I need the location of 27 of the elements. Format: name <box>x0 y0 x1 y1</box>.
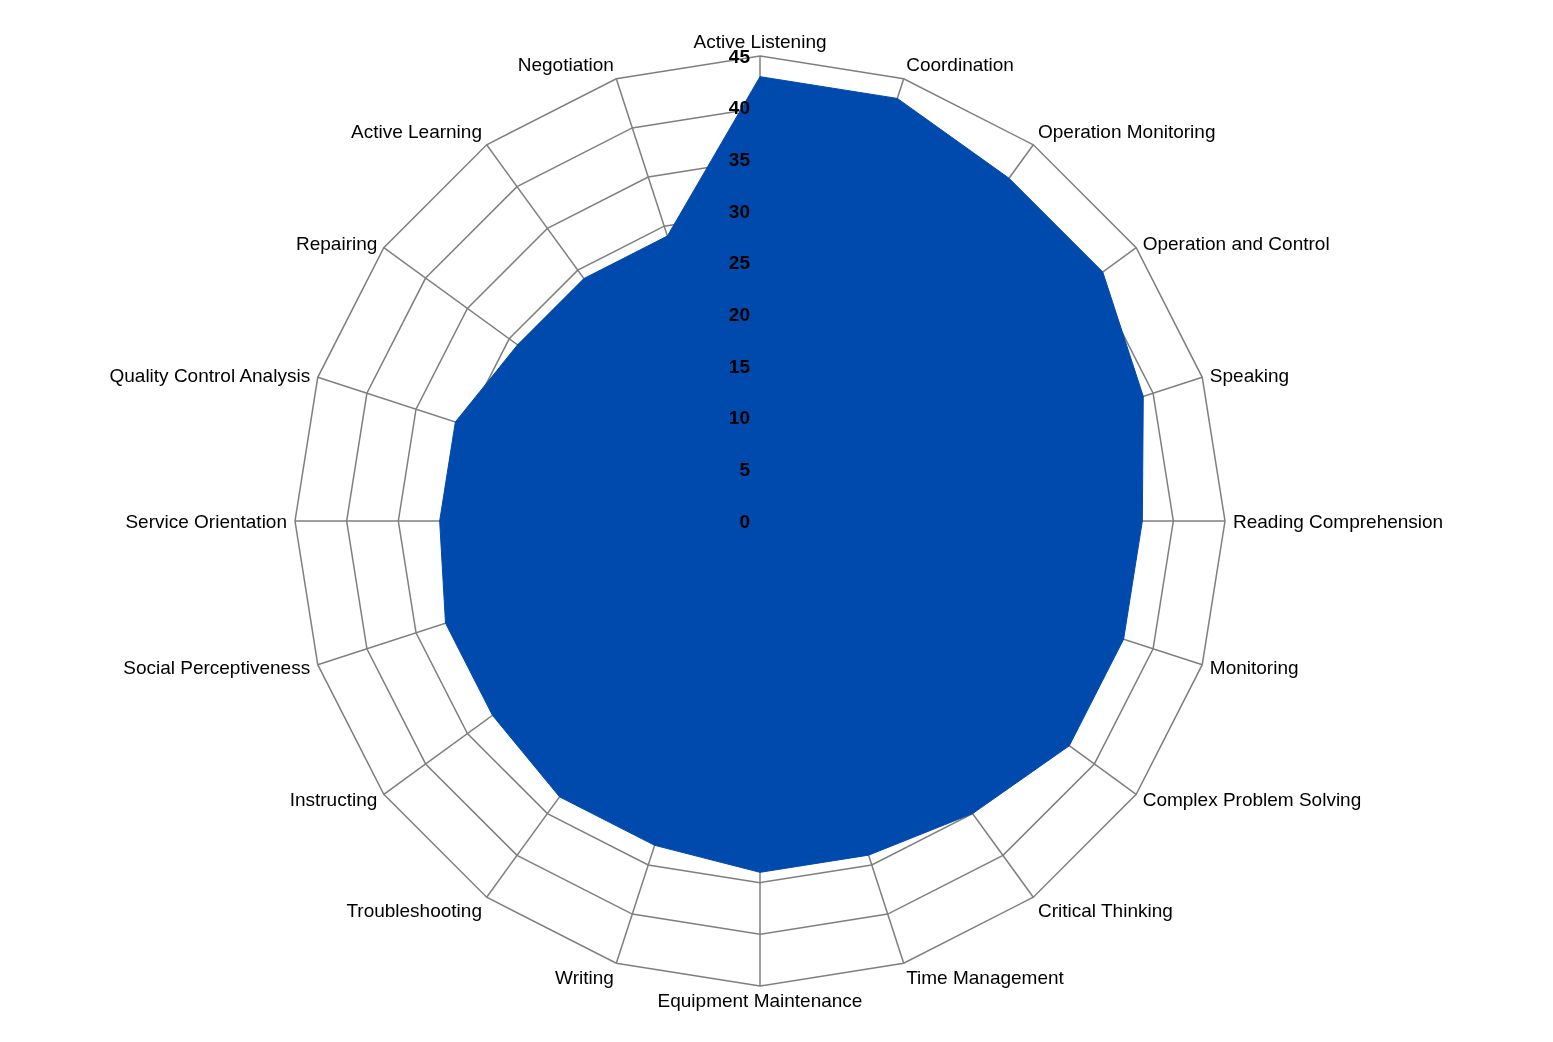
spoke-label: Operation Monitoring <box>1038 121 1216 143</box>
spoke-label: Speaking <box>1209 364 1290 386</box>
y-tick-label: 20 <box>728 303 750 325</box>
y-tick-label: 0 <box>739 510 750 532</box>
spoke-label: Instructing <box>289 788 378 810</box>
spoke-label: Troubleshooting <box>346 900 482 922</box>
spoke-label: Critical Thinking <box>1038 900 1173 922</box>
spoke-label: Operation and Control <box>1142 232 1330 254</box>
y-tick-label: 25 <box>728 252 751 274</box>
spoke-label: Reading Comprehension <box>1233 510 1444 532</box>
y-tick-label: 30 <box>728 200 750 222</box>
y-tick-label: 15 <box>728 355 751 377</box>
y-tick-label: 5 <box>739 458 751 480</box>
spoke-label: Monitoring <box>1209 656 1299 678</box>
spoke-label: Quality Control Analysis <box>109 364 311 386</box>
spoke-label: Writing <box>555 967 614 989</box>
spoke-label: Coordination <box>906 54 1014 76</box>
spoke-label: Time Management <box>906 967 1065 989</box>
spoke-label: Negotiation <box>517 54 614 76</box>
spoke-label: Repairing <box>296 232 378 254</box>
spoke-label: Equipment Maintenance <box>657 990 863 1012</box>
spoke-label: Active Learning <box>351 121 482 143</box>
spoke-label: Complex Problem Solving <box>1142 788 1362 810</box>
y-tick-label: 35 <box>728 148 751 170</box>
spoke-label: Service Orientation <box>125 510 287 532</box>
spoke-label: Social Perceptiveness <box>123 656 311 678</box>
y-tick-label: 10 <box>728 407 750 429</box>
